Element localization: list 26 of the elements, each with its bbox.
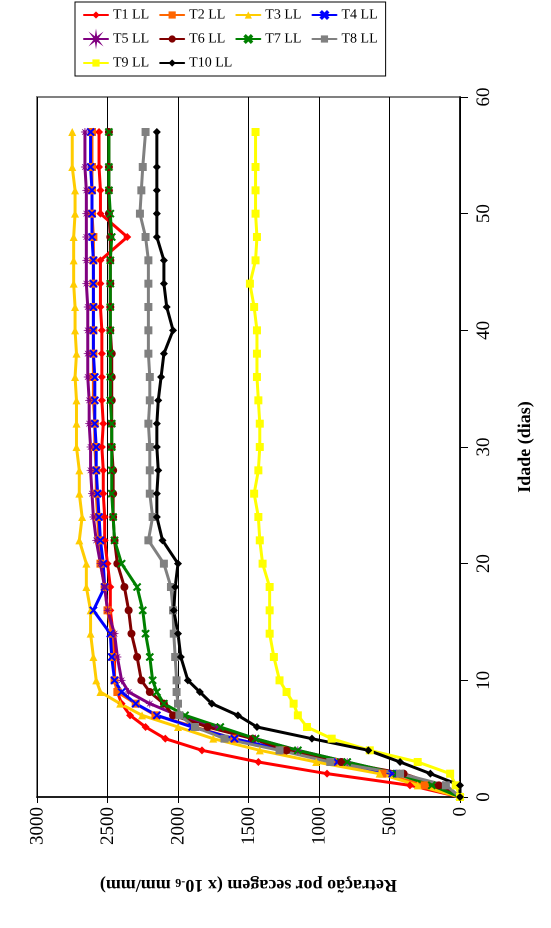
- x-tick-label: 2000: [168, 807, 188, 845]
- y-tick-label: 20: [473, 554, 494, 574]
- legend-label: T7 LL: [265, 32, 302, 46]
- x-tick-label: 500: [379, 807, 400, 836]
- x-tick-label: 3000: [26, 807, 48, 845]
- y-axis-title: Idade (dias): [514, 401, 534, 493]
- x-axis-title: Retração por secagem (x 10-6 mm/mm): [100, 876, 398, 896]
- legend-label: T3 LL: [265, 8, 302, 22]
- legend-label: T6 LL: [189, 32, 226, 46]
- x-tick-label: 0: [450, 807, 470, 816]
- legend-label: T10 LL: [189, 56, 232, 70]
- legend-label: T4 LL: [341, 8, 378, 22]
- y-tick-label: 10: [473, 670, 494, 690]
- y-tick-label: 50: [473, 204, 494, 224]
- x-tick-label: 1000: [308, 807, 330, 845]
- legend-label: T2 LL: [189, 8, 226, 22]
- legend-label: T1 LL: [113, 8, 150, 22]
- y-tick-label: 30: [473, 438, 494, 456]
- legend-label: T5 LL: [113, 32, 150, 46]
- y-tick-label: 40: [473, 320, 494, 340]
- legend-label: T9 LL: [113, 56, 150, 70]
- y-tick-label: 60: [473, 88, 494, 106]
- y-tick-label: 0: [473, 792, 494, 802]
- legend-label: T8 LL: [341, 32, 378, 46]
- x-tick-label: 1500: [238, 807, 259, 845]
- x-tick-label: 2500: [97, 807, 118, 845]
